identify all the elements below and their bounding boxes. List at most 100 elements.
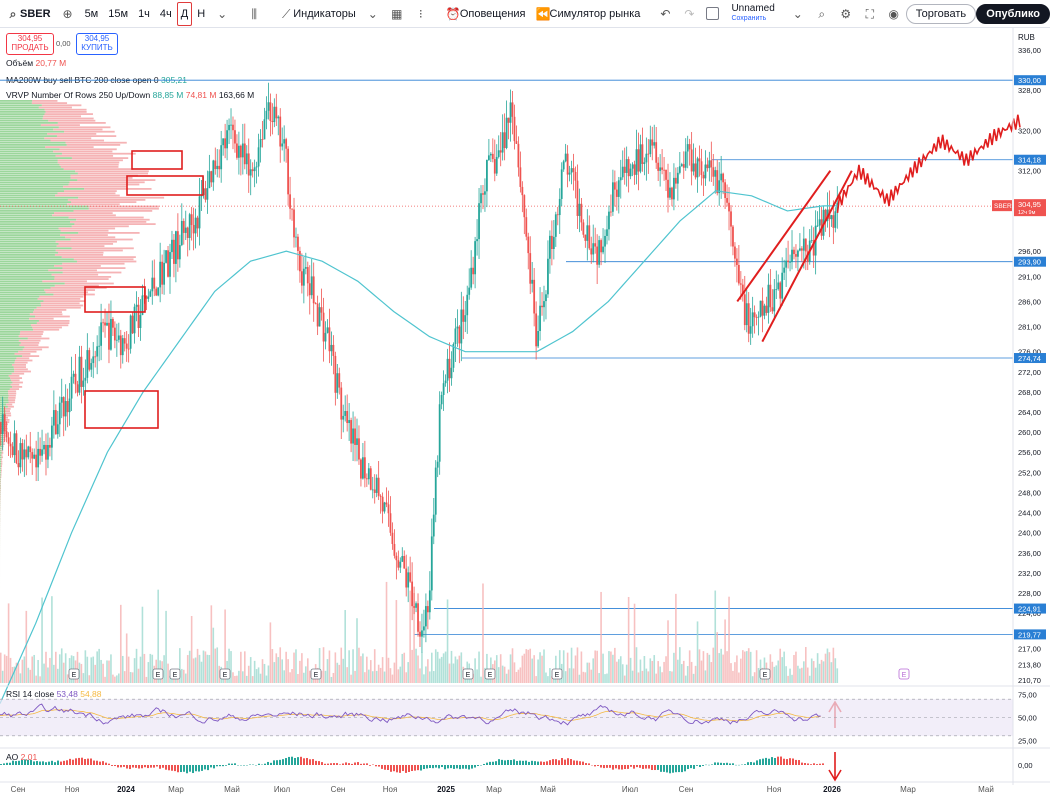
symbol-search-button[interactable]: ⌕ SBER	[0, 3, 56, 25]
candle-body	[537, 330, 539, 347]
snapshot-button[interactable]: ◉	[882, 3, 906, 25]
volume-bar	[76, 651, 79, 683]
profile-up-row	[0, 456, 2, 459]
volume-bar	[261, 659, 264, 683]
interval-4h[interactable]: 4ч	[159, 7, 172, 20]
volume-bar	[368, 669, 370, 683]
profile-down-row	[7, 405, 14, 408]
ao-legend[interactable]: AO 2,01	[6, 752, 37, 762]
candle-body	[344, 411, 347, 416]
volume-bar	[356, 618, 358, 683]
redo-button[interactable]: ↷	[677, 3, 701, 25]
ao-bar	[129, 765, 131, 770]
candle-body	[423, 626, 425, 631]
profile-up-row	[0, 177, 71, 179]
interval-15m[interactable]: 15м	[108, 7, 129, 20]
profile-down-row	[38, 106, 72, 109]
level-price-label-bg	[1014, 256, 1046, 267]
volume-bar	[151, 654, 154, 683]
profile-up-row	[0, 392, 9, 395]
interval-5m[interactable]: 5м	[84, 7, 99, 20]
channel-line	[736, 170, 832, 302]
candle-body	[157, 287, 160, 296]
profile-down-row	[8, 375, 20, 377]
candle-body	[771, 307, 774, 312]
candle-body	[674, 177, 677, 184]
ao-bar	[345, 762, 347, 765]
ao-bar	[87, 758, 89, 765]
profile-up-row	[0, 104, 42, 107]
chevron-down-icon: ⌄	[792, 6, 803, 21]
interval-1h[interactable]: 1ч	[138, 7, 150, 20]
volume-bar	[234, 675, 236, 683]
interval-dropdown[interactable]: ⌄	[210, 3, 234, 25]
volume-bar	[549, 668, 551, 683]
profile-down-row	[56, 135, 117, 137]
volume-bar	[635, 647, 638, 683]
profile-up-row	[0, 225, 72, 228]
volume-legend-label: Объём	[6, 58, 34, 68]
chart-type-button[interactable]: ⫼	[242, 3, 266, 25]
ao-bar	[384, 765, 386, 770]
alerts-button[interactable]: ⏰ Оповещения	[441, 3, 531, 25]
sell-button[interactable]: 304,95 ПРОДАТЬ	[6, 33, 54, 55]
candle-body	[98, 345, 101, 347]
profile-up-row	[0, 185, 64, 188]
earnings-marker	[169, 668, 181, 680]
candle-body	[92, 356, 95, 364]
buy-button[interactable]: 304,95 КУПИТЬ	[76, 33, 118, 55]
profile-down-row	[78, 232, 140, 234]
publish-button[interactable]: Опублико	[976, 3, 1050, 24]
candle-body	[448, 358, 451, 379]
ao-bar	[462, 765, 464, 769]
undo-button[interactable]: ↶	[653, 3, 677, 25]
candle-body	[308, 283, 311, 296]
volume-bar	[783, 651, 785, 683]
ao-bar	[714, 762, 716, 765]
level-price-label: 219,77	[1018, 630, 1041, 639]
currency-selector[interactable]: RUB	[1018, 33, 1035, 42]
layouts-button[interactable]: ▦	[385, 3, 409, 25]
vrvp-legend[interactable]: VRVP Number Of Rows 250 Up/Down 88,85 M …	[6, 90, 254, 100]
time-axis[interactable]: Сен Ноя 2024 Мар Май Июл Сен Ноя 2025 Мар Май Июл Се…	[0, 685, 1050, 794]
volume-bar	[116, 675, 118, 683]
candle-body	[487, 155, 490, 160]
candle-body	[127, 348, 130, 350]
layout-dropdown[interactable]: ⌄	[786, 3, 810, 25]
candle-body	[117, 335, 120, 340]
ao-bar	[321, 762, 323, 765]
profile-up-row	[0, 271, 63, 274]
trade-button[interactable]: Торговать	[905, 3, 977, 24]
candle-body	[759, 300, 762, 317]
volume-bar	[236, 675, 238, 683]
candle-body	[810, 240, 813, 241]
rsi-tick-label: 75,00	[1018, 691, 1037, 700]
candle-body	[82, 380, 85, 387]
volume-bar	[21, 659, 24, 683]
price-tick-label: 264,00	[1018, 408, 1041, 417]
candle-body	[367, 468, 370, 480]
interval-day[interactable]: Д	[176, 1, 193, 26]
fullscreen-button[interactable]: ⛶	[858, 3, 882, 25]
compare-button[interactable]: ⊕	[56, 3, 80, 25]
rsi-legend[interactable]: RSI 14 close 53,48 54,88	[6, 689, 102, 699]
volume-legend[interactable]: Объём 20,77 M	[6, 58, 66, 68]
profile-down-row	[1, 452, 4, 454]
ao-bar	[42, 761, 44, 765]
ao-bar	[207, 765, 209, 771]
candle-body	[409, 572, 412, 582]
indicators-dropdown[interactable]: ⌄	[361, 3, 385, 25]
layout-name-button[interactable]: Unnamed Сохранить	[701, 3, 785, 25]
interval-week[interactable]: Н	[197, 7, 206, 20]
ao-bar	[294, 758, 296, 765]
indicators-button[interactable]: ⟋ Индикаторы	[274, 3, 361, 25]
price-axis[interactable]: 336,00328,00320,00312,00304,00296,00291,…	[992, 28, 1046, 785]
layouts-more-button[interactable]: ⁝	[409, 3, 433, 25]
quick-search-button[interactable]: ⌕	[810, 3, 834, 25]
profile-down-row	[59, 163, 119, 166]
profile-up-row	[0, 476, 1, 478]
replay-button[interactable]: ⏪ Симулятор рынка	[531, 3, 646, 25]
candle-body	[653, 142, 656, 146]
settings-button[interactable]: ⚙	[834, 3, 858, 25]
